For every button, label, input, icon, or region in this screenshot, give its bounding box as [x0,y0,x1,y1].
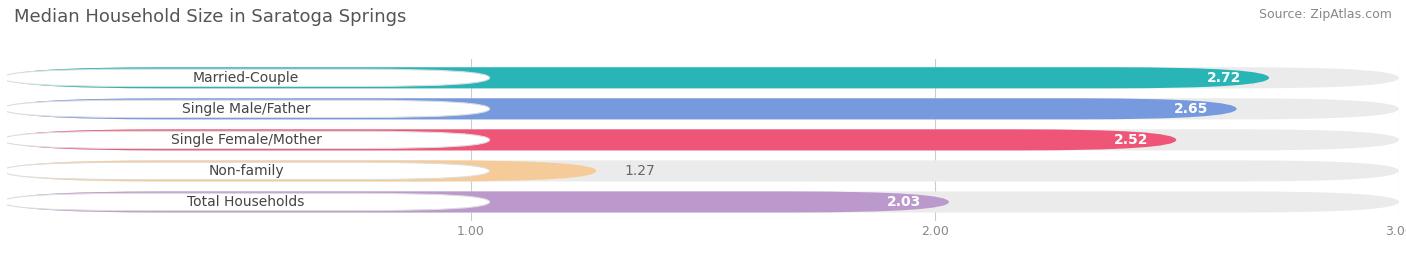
Text: 2.52: 2.52 [1114,133,1149,147]
FancyBboxPatch shape [7,192,1399,213]
FancyBboxPatch shape [7,192,949,213]
Text: 2.65: 2.65 [1174,102,1209,116]
FancyBboxPatch shape [7,160,1399,182]
FancyBboxPatch shape [7,129,1399,150]
FancyBboxPatch shape [7,98,1399,119]
FancyBboxPatch shape [3,193,489,211]
Text: 2.72: 2.72 [1206,71,1241,85]
FancyBboxPatch shape [7,67,1270,88]
FancyBboxPatch shape [7,98,1237,119]
Text: Source: ZipAtlas.com: Source: ZipAtlas.com [1258,8,1392,21]
Text: 1.27: 1.27 [624,164,655,178]
Text: Total Households: Total Households [187,195,305,209]
FancyBboxPatch shape [7,129,1177,150]
FancyBboxPatch shape [7,160,596,182]
FancyBboxPatch shape [7,67,1399,88]
Text: 2.03: 2.03 [887,195,921,209]
FancyBboxPatch shape [3,131,489,148]
Text: Median Household Size in Saratoga Springs: Median Household Size in Saratoga Spring… [14,8,406,26]
FancyBboxPatch shape [3,162,489,180]
FancyBboxPatch shape [3,100,489,118]
FancyBboxPatch shape [3,69,489,86]
Text: Single Male/Father: Single Male/Father [181,102,311,116]
Text: Single Female/Mother: Single Female/Mother [170,133,322,147]
Text: Non-family: Non-family [208,164,284,178]
Text: Married-Couple: Married-Couple [193,71,299,85]
